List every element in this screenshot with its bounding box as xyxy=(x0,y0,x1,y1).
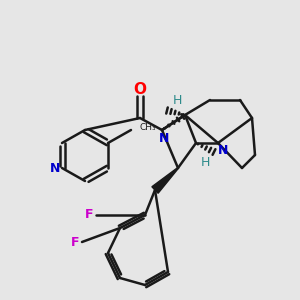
Polygon shape xyxy=(152,168,178,193)
Text: F: F xyxy=(85,208,93,221)
Text: H: H xyxy=(200,155,210,169)
Text: CH₃: CH₃ xyxy=(139,122,156,131)
Text: H: H xyxy=(172,94,182,106)
Text: N: N xyxy=(159,131,169,145)
Text: F: F xyxy=(71,236,79,248)
Text: N: N xyxy=(50,161,60,175)
Text: N: N xyxy=(218,145,228,158)
Text: O: O xyxy=(134,82,146,97)
